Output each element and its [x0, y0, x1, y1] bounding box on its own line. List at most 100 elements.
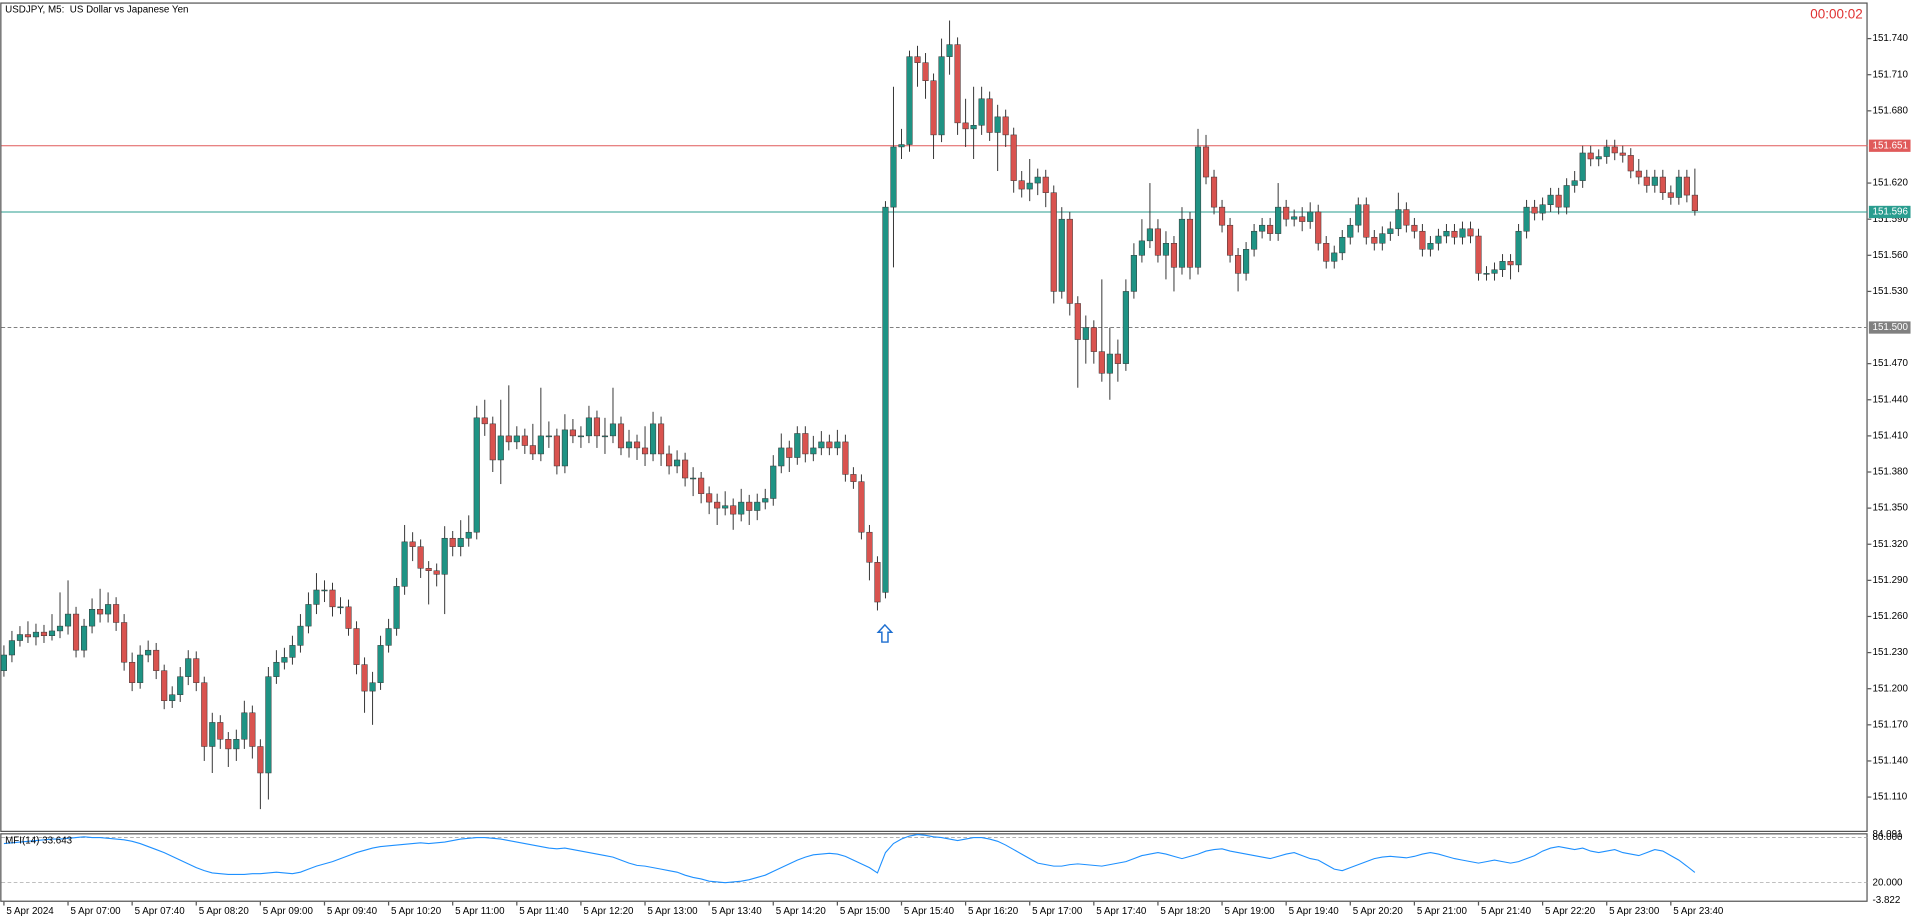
candle-body	[24, 634, 32, 638]
x-tick-label: 5 Apr 2024	[6, 906, 54, 917]
candle-body	[385, 628, 392, 646]
candle-body	[1411, 224, 1418, 232]
candle-body	[906, 56, 913, 145]
candle-body	[1202, 146, 1210, 178]
candle-body	[722, 505, 729, 509]
candle-body	[874, 562, 881, 603]
indicator-frame	[0, 833, 1868, 902]
indicator-tick-label: 84.091	[1873, 829, 1903, 840]
candle-body	[1162, 243, 1170, 256]
candle-body	[1010, 134, 1017, 181]
candle-body	[1066, 218, 1073, 304]
candle-body	[1275, 206, 1282, 234]
candle-body	[249, 712, 256, 747]
candle-body	[457, 537, 464, 547]
candle-body	[1363, 204, 1370, 238]
candle-body	[593, 417, 601, 437]
candle-body	[169, 694, 176, 701]
candle-body	[641, 447, 649, 455]
x-tick-label: 5 Apr 11:00	[455, 906, 505, 917]
candle-body	[1331, 252, 1338, 262]
candle-body	[786, 447, 793, 458]
candle-body	[273, 661, 280, 677]
x-tick-label: 5 Apr 11:40	[519, 906, 569, 917]
x-tick-label: 5 Apr 17:40	[1096, 906, 1147, 917]
candle-body	[866, 531, 873, 563]
y-tick-label: 151.320	[1873, 539, 1909, 550]
candle-body	[64, 613, 72, 627]
candle-body	[1050, 192, 1057, 292]
candle-body	[1299, 216, 1306, 222]
candle-body	[1074, 303, 1081, 340]
candle-body	[1603, 146, 1610, 157]
candle-body	[97, 609, 104, 615]
indicator-line	[3, 833, 1696, 884]
candle-body	[794, 433, 801, 458]
x-tick-label: 5 Apr 13:40	[712, 906, 763, 917]
y-tick-label: 151.260	[1873, 611, 1909, 622]
candle-body	[778, 447, 785, 467]
candle-body	[1026, 182, 1033, 190]
x-tick-label: 5 Apr 15:00	[840, 906, 891, 917]
candle-body	[441, 537, 448, 575]
candle-body	[1347, 224, 1354, 238]
candle-body	[1419, 230, 1426, 250]
x-tick-label: 5 Apr 10:20	[391, 906, 442, 917]
candle-body	[658, 423, 665, 455]
candle-body	[698, 477, 705, 494]
candle-body	[1186, 218, 1194, 268]
candle-body	[537, 435, 544, 455]
candle-body	[1659, 176, 1666, 193]
candle-body	[994, 116, 1001, 133]
candle-body	[978, 98, 985, 126]
candle-body	[56, 625, 64, 632]
candle-body	[489, 423, 496, 461]
candle-body	[161, 670, 168, 701]
candle-body	[1283, 206, 1290, 220]
chart-title: USDJPY, M5: US Dollar vs Japanese Yen	[5, 4, 188, 15]
candle-body	[609, 423, 617, 437]
y-tick-label: 151.680	[1873, 105, 1909, 116]
candle-body	[1507, 261, 1514, 266]
candle-body	[577, 435, 584, 438]
candle-body	[1547, 194, 1554, 205]
x-tick-label: 5 Apr 21:00	[1417, 906, 1468, 917]
candle-body	[193, 658, 200, 683]
y-tick-label: 151.530	[1873, 286, 1909, 297]
y-tick-label: 151.470	[1873, 358, 1909, 369]
candle-body	[137, 654, 144, 683]
levels	[1, 145, 1868, 329]
candle-body	[1691, 194, 1698, 211]
candle-body	[209, 722, 216, 747]
y-tick-label: 151.590	[1873, 214, 1909, 225]
indicator-name: MFI(14)	[5, 835, 39, 846]
candle-body	[481, 417, 488, 425]
candle-body	[1387, 228, 1394, 234]
x-tick-label: 5 Apr 07:40	[135, 906, 186, 917]
candle-body	[946, 44, 953, 57]
price-level-box	[1868, 205, 1911, 219]
candle-body	[1138, 240, 1145, 256]
x-tick-label: 5 Apr 21:40	[1481, 906, 1532, 917]
candle-body	[225, 739, 232, 750]
candle-body	[954, 44, 961, 124]
candle-body	[561, 429, 568, 467]
candle-body	[1178, 218, 1186, 268]
candle-body	[1443, 230, 1450, 237]
x-tick-label: 5 Apr 19:00	[1224, 906, 1275, 917]
candle-body	[930, 80, 937, 136]
candle-body	[649, 423, 657, 455]
candle-body	[1523, 206, 1530, 232]
candle-body	[1267, 224, 1274, 234]
candle-body	[529, 445, 536, 455]
x-tick-label: 5 Apr 22:20	[1545, 906, 1596, 917]
candle-body	[1154, 228, 1161, 256]
candle-body	[401, 541, 408, 587]
candle-body	[1475, 235, 1482, 274]
candle-body	[1114, 353, 1121, 364]
candle-body	[329, 589, 336, 608]
candle-body	[714, 501, 721, 509]
candle-body	[377, 645, 384, 683]
indicator-tick-label: -3.822	[1873, 895, 1901, 906]
